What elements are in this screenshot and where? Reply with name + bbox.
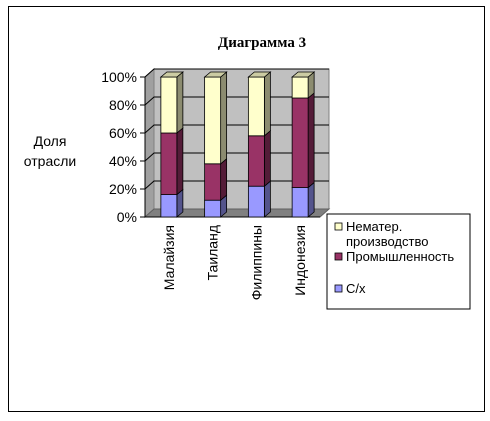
bar-segment: [291, 187, 309, 218]
legend-swatch: [334, 252, 343, 261]
bar-segment: [160, 76, 178, 134]
bar-segment: [204, 163, 222, 201]
bar-segment: [204, 76, 222, 165]
bar-segment: [247, 76, 265, 137]
chart-title: Диаграмма 3: [218, 35, 306, 51]
y-tick-label: 60%: [109, 125, 137, 141]
plot-area: 0% 20% 40% 60% 80% 100% Малайзия Таиланд Филиппи…: [101, 67, 331, 300]
legend-swatch: [334, 222, 343, 231]
bar-top: [159, 71, 184, 78]
bar-segment-side: [263, 71, 271, 137]
x-category-label: Филиппины: [248, 225, 264, 300]
legend-swatch: [334, 284, 343, 293]
bar-segment: [247, 185, 265, 218]
x-category-label: Таиланд: [205, 225, 221, 280]
bar-segment-side: [307, 92, 315, 189]
bar-segment-side: [307, 181, 315, 218]
bar-segment-side: [220, 157, 228, 202]
bar-segment: [160, 132, 178, 195]
y-axis-label-line-1: Доля: [34, 133, 67, 149]
plot-side-wall: [144, 67, 155, 219]
legend-box: [326, 213, 471, 310]
bar-segment: [247, 135, 265, 187]
y-tick-label: 40%: [109, 153, 137, 169]
y-tick-label: 20%: [109, 181, 137, 197]
bar-segment: [291, 97, 309, 188]
y-axis-label-line-2: отрасли: [24, 153, 76, 169]
legend-label: С/х: [346, 281, 366, 296]
y-tick-label: 0%: [117, 209, 137, 225]
bar-top: [291, 71, 316, 78]
legend-label: производство: [346, 234, 428, 249]
bar-segment: [291, 76, 309, 99]
legend-label: Нематер.: [346, 219, 402, 234]
x-category-label: Малайзия: [161, 225, 177, 290]
bar-segment: [160, 194, 178, 218]
bar-segment: [204, 199, 222, 218]
y-tick-label: 80%: [109, 97, 137, 113]
bar-segment-side: [176, 127, 184, 196]
legend-label: Промышленность: [346, 249, 454, 264]
bar-top: [203, 71, 228, 78]
bar-segment-side: [220, 71, 228, 165]
gridline: [144, 68, 329, 78]
bar-segment-side: [263, 129, 271, 188]
bar-segment-side: [176, 71, 184, 134]
bar-segment-side: [263, 180, 271, 218]
x-category-label: Индонезия: [292, 225, 308, 296]
y-tick-label: 100%: [101, 69, 137, 85]
bar-top: [247, 71, 272, 78]
